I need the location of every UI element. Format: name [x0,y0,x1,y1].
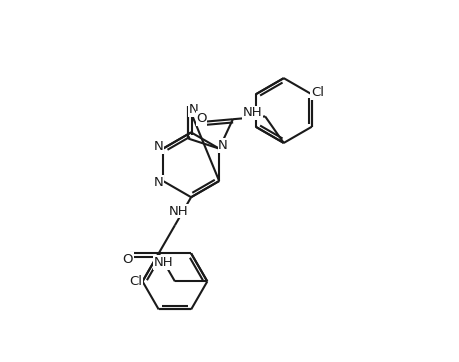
Text: NH: NH [153,256,173,269]
Text: N: N [188,103,198,116]
Text: O: O [196,112,207,125]
Text: NH: NH [168,205,188,218]
Text: Cl: Cl [129,275,141,288]
Text: O: O [123,253,133,266]
Text: NH: NH [242,106,262,119]
Text: N: N [154,176,163,189]
Text: N: N [154,140,163,153]
Text: N: N [218,139,228,152]
Text: Cl: Cl [310,86,324,99]
